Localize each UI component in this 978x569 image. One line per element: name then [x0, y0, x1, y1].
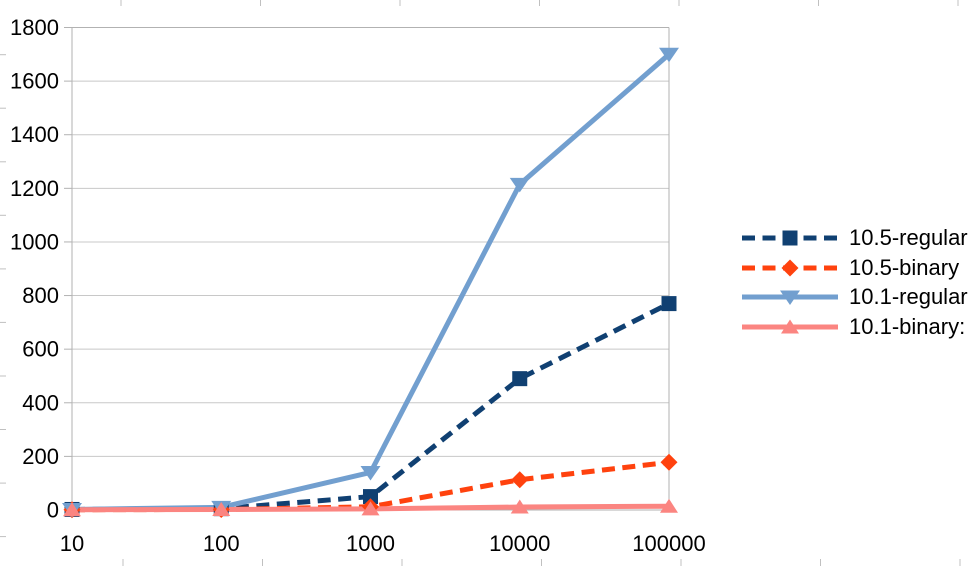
legend-item-10-1-regular: 10.1-regular [742, 283, 968, 313]
marker-square [782, 230, 798, 246]
x-tick-label: 10 [60, 531, 84, 556]
marker-square [363, 489, 378, 505]
x-axis-labels: 10 100 1000 10000 100000 [60, 531, 706, 556]
marker-triangle-up [361, 501, 380, 516]
marker-triangle-down [780, 290, 800, 306]
marker-triangle-down [360, 465, 381, 481]
series-line-10.1-regular [71, 52, 671, 512]
x-tick-label: 100000 [632, 531, 705, 556]
x-tick-label: 100 [203, 531, 240, 556]
y-gridlines [72, 80, 669, 457]
legend-line-sample [742, 230, 838, 246]
marker-diamond [781, 259, 799, 277]
legend-item-10-5-regular: 10.5-regular [742, 223, 968, 253]
legend-line-sample [742, 319, 838, 334]
y-tick-label: 600 [22, 337, 59, 362]
marker-triangle-up [63, 502, 81, 517]
legend-line-sample [742, 259, 838, 277]
plot-frame [64, 27, 670, 511]
marker-triangle-down [659, 47, 679, 63]
y-tick-label: 200 [22, 444, 59, 469]
marker-triangle-up [212, 501, 231, 516]
y-tick-label: 800 [22, 283, 59, 308]
legend-label: 10.5-regular [849, 224, 968, 250]
marker-triangle-up [781, 319, 799, 334]
y-tick-label: 1200 [10, 176, 59, 201]
marker-triangle-down [509, 177, 530, 193]
y-tick-label: 400 [22, 390, 59, 415]
marker-diamond [511, 471, 529, 489]
series-markers-10.5-regular [64, 296, 677, 517]
marker-diamond [660, 453, 678, 471]
x-tick-label: 1000 [346, 531, 395, 556]
legend: 10.5-regular 10.5-binary 10.1-regular 10… [742, 223, 968, 342]
legend-line-sample [742, 290, 838, 306]
legend-label: 10.1-binary: [849, 314, 966, 340]
y-tick-label: 1400 [10, 122, 59, 147]
series-markers-10.1-binary: [63, 498, 678, 517]
marker-square [661, 296, 677, 312]
legend-item-10-1-binary: 10.1-binary: [742, 312, 968, 342]
legend-label: 10.5-binary [849, 254, 960, 280]
y-tick-label: 1600 [10, 69, 59, 94]
y-axis-labels: 0 200 400 600 800 1000 1200 1400 1600 1800 [10, 15, 59, 523]
x-tick-label: 10000 [489, 531, 550, 556]
y-tick-label: 1800 [10, 15, 59, 40]
y-tick-label: 0 [47, 498, 59, 523]
series-markers-10.1-regular [62, 47, 679, 518]
marker-triangle-up [660, 498, 678, 513]
marker-triangle-up [510, 499, 529, 514]
y-tick-label: 1000 [10, 229, 59, 254]
marker-square [512, 371, 528, 387]
edge-ticks [0, 0, 961, 566]
legend-item-10-5-binary: 10.5-binary [742, 253, 968, 283]
legend-label: 10.1-regular [849, 284, 968, 310]
